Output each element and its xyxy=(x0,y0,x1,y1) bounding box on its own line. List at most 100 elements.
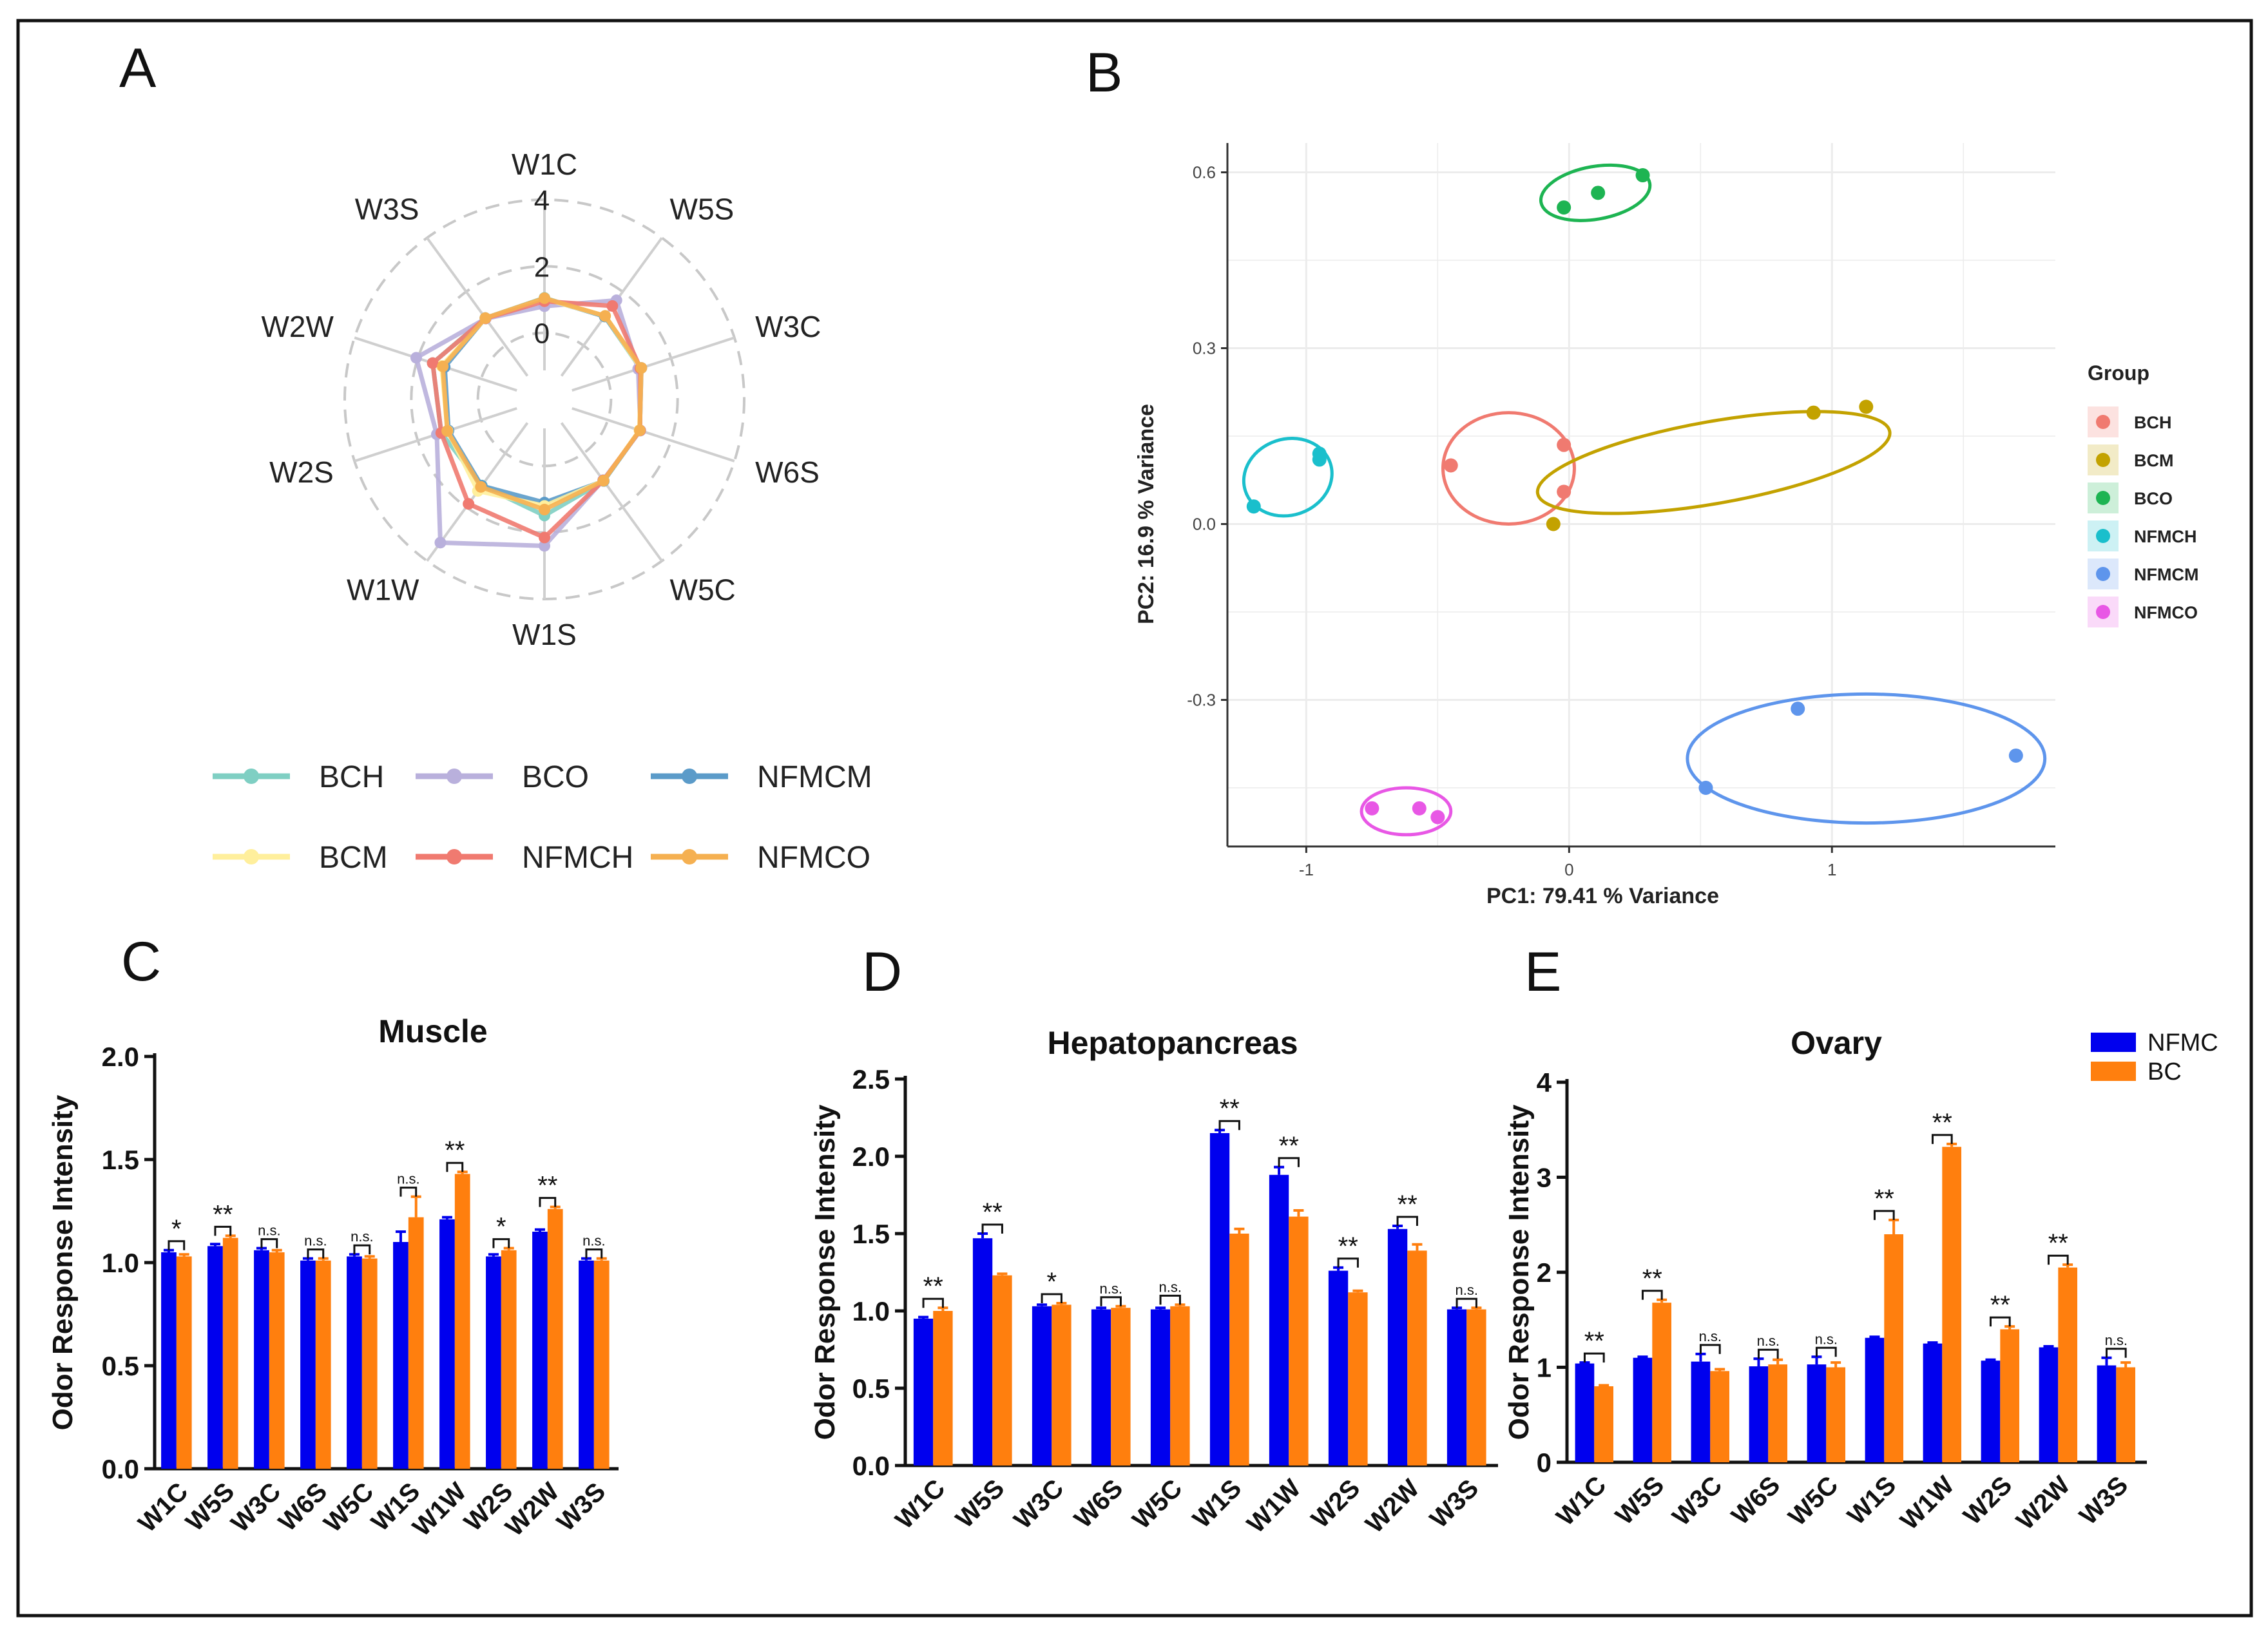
hepato-x-tick-label: W3C xyxy=(1008,1474,1069,1534)
muscle-bar-nfmc xyxy=(347,1256,362,1469)
muscle-sig-label: n.s. xyxy=(258,1223,280,1239)
ovary-x-tick-label: W2W xyxy=(2011,1471,2075,1535)
muscle-bar-nfmc xyxy=(161,1252,177,1469)
hepato-sig-label: ** xyxy=(1220,1094,1240,1123)
hepato-sig-label: * xyxy=(1046,1268,1057,1296)
ovary-sig-bracket xyxy=(1641,1290,1663,1300)
muscle-x-tick-label: W6S xyxy=(273,1477,332,1536)
radar-axis-label: W6S xyxy=(755,455,820,489)
ovary-bar-nfmc xyxy=(1923,1343,1943,1462)
ovary-x-tick-label: W3S xyxy=(2074,1471,2133,1530)
radar-point-nfmch xyxy=(539,531,550,544)
legend-marker-bco xyxy=(447,769,462,784)
pca-legend-marker-nfmch xyxy=(2096,529,2110,543)
hepatopancreas-bar-chart: Hepatopancreas Odor Response Intensity 0.0… xyxy=(809,1025,1498,1538)
pca-point-nfmcm xyxy=(1698,781,1713,795)
hepato-bar-nfmc xyxy=(1150,1309,1171,1466)
radar-axis-label: W2W xyxy=(261,310,334,343)
ovary-y-tick-label: 2 xyxy=(1537,1257,1552,1288)
figure-frame xyxy=(16,19,2253,1618)
ovary-sig-label: ** xyxy=(1874,1185,1894,1213)
muscle-sig-bracket xyxy=(446,1161,464,1172)
radar-tick-label: 2 xyxy=(534,251,550,283)
hepato-bar-bc xyxy=(1052,1304,1072,1466)
ovary-x-tick-label: W5C xyxy=(1783,1471,1843,1531)
muscle-bar-nfmc xyxy=(393,1242,408,1469)
ovary-sig-bracket xyxy=(1583,1352,1605,1363)
hepato-sig-label: n.s. xyxy=(1159,1279,1182,1295)
legend-marker-nfmch xyxy=(447,849,462,864)
hepato-sig-label: ** xyxy=(1398,1190,1418,1219)
muscle-sig-label: n.s. xyxy=(304,1233,327,1249)
muscle-y-tick-label: 2.0 xyxy=(102,1042,139,1072)
pca-legend-label-nfmcm: NFMCM xyxy=(2134,565,2198,584)
muscle-bar-bc xyxy=(547,1208,563,1469)
legend-label-nfmcm: NFMCM xyxy=(757,760,872,794)
hepato-sig-bracket xyxy=(1337,1257,1359,1268)
hepato-sig-bracket xyxy=(1041,1293,1062,1303)
muscle-x-tick-label: W2W xyxy=(500,1477,564,1542)
ovary-bar-bc xyxy=(1942,1147,1961,1462)
hepato-sig-label: n.s. xyxy=(1456,1282,1478,1298)
radar-point-bco xyxy=(434,537,447,549)
radar-spoke xyxy=(560,422,663,562)
hepato-bar-nfmc xyxy=(1446,1309,1467,1466)
muscle-bar-bc xyxy=(593,1260,610,1469)
ovary-legend-swatch-nfmc xyxy=(2091,1033,2136,1052)
hepato-sig-bracket xyxy=(1100,1296,1122,1306)
pca-point-bch xyxy=(1443,458,1458,473)
pca-legend-label-bco: BCO xyxy=(2134,489,2173,508)
ovary-sig-bracket xyxy=(1815,1346,1837,1357)
pca-point-bco xyxy=(1557,200,1571,215)
muscle-x-tick-label: W3S xyxy=(552,1477,611,1536)
pca-ellipse-bch xyxy=(1441,411,1576,526)
hepato-bar-nfmc xyxy=(1328,1270,1349,1466)
muscle-sig-label: n.s. xyxy=(351,1228,373,1245)
muscle-bar-bc xyxy=(269,1252,285,1469)
radar-point-nfmco xyxy=(635,362,648,374)
hepato-bar-nfmc xyxy=(913,1319,934,1466)
pca-point-bco xyxy=(1591,186,1606,200)
ovary-sig-bracket xyxy=(1699,1344,1721,1354)
hepato-sig-bracket xyxy=(981,1223,1003,1234)
ovary-sig-bracket xyxy=(1989,1316,2011,1327)
pca-point-bcm xyxy=(1546,517,1561,531)
ovary-sig-label: ** xyxy=(1584,1327,1604,1355)
ovary-x-tick-label: W3C xyxy=(1667,1471,1727,1531)
pca-y-tick-label: 0.6 xyxy=(1193,163,1216,182)
ovary-x-tick-label: W1S xyxy=(1842,1471,1901,1530)
muscle-bar-nfmc xyxy=(439,1219,455,1469)
pca-point-bch xyxy=(1557,437,1571,452)
muscle-bar-bc xyxy=(408,1217,424,1469)
pca-point-nfmco xyxy=(1365,801,1379,816)
hepato-y-axis-title: Odor Response Intensity xyxy=(809,1104,841,1440)
pca-legend-marker-nfmcm xyxy=(2096,567,2110,581)
ovary-sig-label: ** xyxy=(1990,1291,2010,1319)
muscle-bar-bc xyxy=(454,1174,470,1469)
ovary-bar-bc xyxy=(1768,1364,1787,1462)
legend-marker-bcm xyxy=(244,849,259,864)
pca-x-tick-label: -1 xyxy=(1299,860,1314,879)
muscle-bar-nfmc xyxy=(207,1246,223,1469)
radar-axis-label: W5S xyxy=(670,193,735,226)
ovary-bar-nfmc xyxy=(1749,1366,1769,1462)
muscle-bar-bc xyxy=(501,1250,517,1469)
ovary-bar-nfmc xyxy=(1865,1337,1885,1462)
pca-legend-label-bcm: BCM xyxy=(2134,451,2174,470)
hepato-sig-bracket xyxy=(922,1297,944,1308)
pca-ellipse-nfmch xyxy=(1242,437,1334,518)
ovary-bar-bc xyxy=(2058,1267,2077,1462)
radar-legend: BCH BCO NFMCM BCM NFMCH NFMCO xyxy=(213,760,872,875)
legend-marker-nfmcm xyxy=(682,769,697,784)
muscle-sig-label: * xyxy=(496,1213,506,1241)
panel-label-c: C xyxy=(121,931,161,993)
pca-point-bch xyxy=(1557,484,1571,499)
pca-point-nfmch xyxy=(1246,499,1261,514)
ovary-sig-bracket xyxy=(1931,1134,1953,1144)
pca-y-axis-title: PC2: 16.9 % Variance xyxy=(1134,404,1158,624)
hepato-bar-bc xyxy=(1170,1306,1190,1466)
pca-legend-marker-bcm xyxy=(2096,453,2110,467)
pca-point-nfmco xyxy=(1412,801,1427,816)
pca-legend-marker-bco xyxy=(2096,491,2110,505)
hepato-y-tick-label: 0.0 xyxy=(852,1451,890,1481)
